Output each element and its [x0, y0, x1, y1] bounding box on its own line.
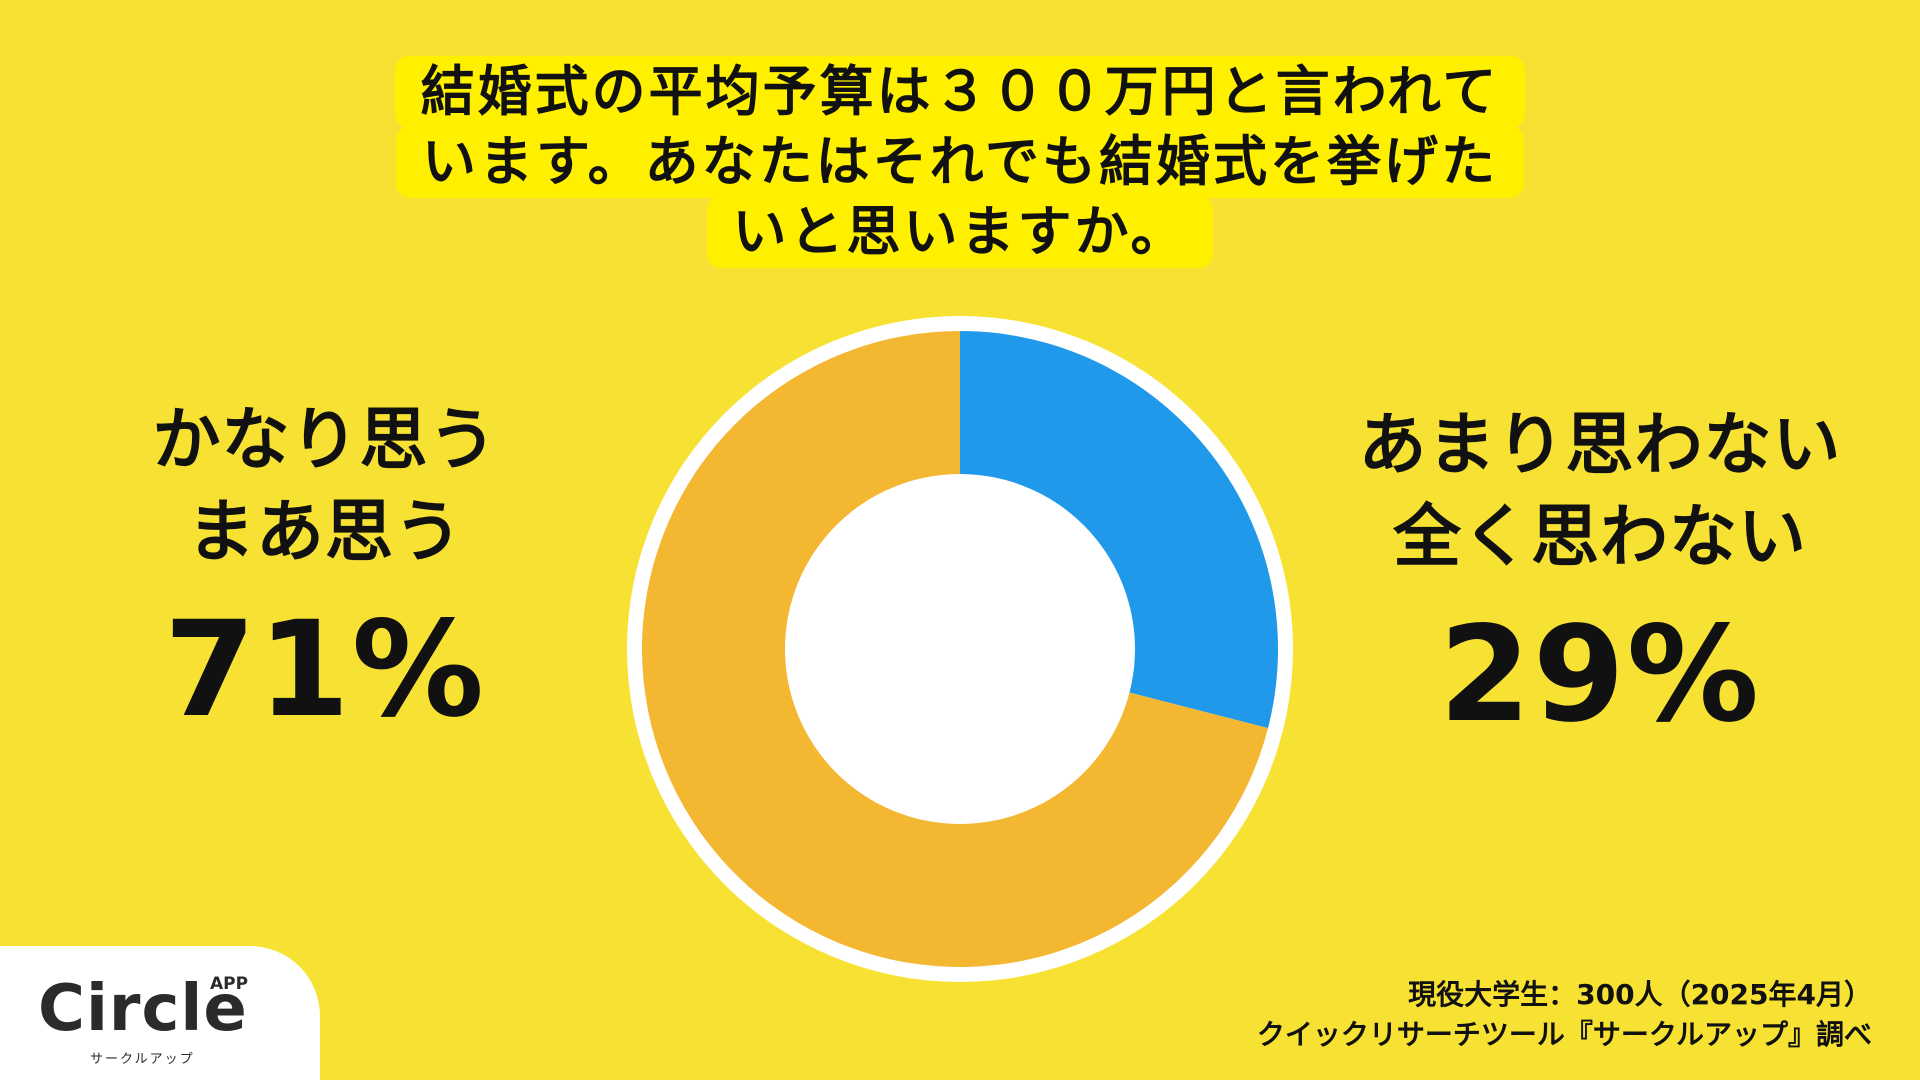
agree-label-2: まあ思う: [186, 493, 463, 572]
agree-group: かなり思う まあ思う 71%: [110, 395, 540, 745]
agree-percent: 71%: [164, 593, 486, 747]
source-note: 現役大学生：300人（2025年4月） クイックリサーチツール『サークルアップ』…: [1257, 975, 1872, 1055]
source-line-1: 現役大学生：300人（2025年4月）: [1408, 978, 1872, 1011]
logo-subtitle: サークルアップ: [90, 1052, 195, 1067]
question-line-1: 結婚式の平均予算は３００万円と言われて: [394, 56, 1526, 128]
question-title: 結婚式の平均予算は３００万円と言われて います。あなたはそれでも結婚式を挙げた …: [0, 56, 1920, 268]
disagree-percent: 29%: [1439, 598, 1761, 752]
disagree-group: あまり思わない 全く思わない 29%: [1330, 400, 1870, 750]
agree-label-1: かなり思う: [152, 401, 498, 480]
question-line-3: いと思いますか。: [706, 196, 1214, 268]
donut-hole: [785, 474, 1135, 824]
source-line-2: クイックリサーチツール『サークルアップ』調べ: [1256, 1018, 1872, 1051]
disagree-label-1: あまり思わない: [1358, 406, 1842, 485]
logo-app-tag: APP: [210, 974, 249, 994]
donut-chart: [627, 316, 1293, 982]
logo-panel: Circle APP サークルアップ: [0, 946, 320, 1080]
circle-app-logo: Circle: [38, 972, 248, 1046]
question-line-2: います。あなたはそれでも結婚式を挙げた: [396, 126, 1524, 198]
disagree-label-2: 全く思わない: [1392, 498, 1807, 577]
